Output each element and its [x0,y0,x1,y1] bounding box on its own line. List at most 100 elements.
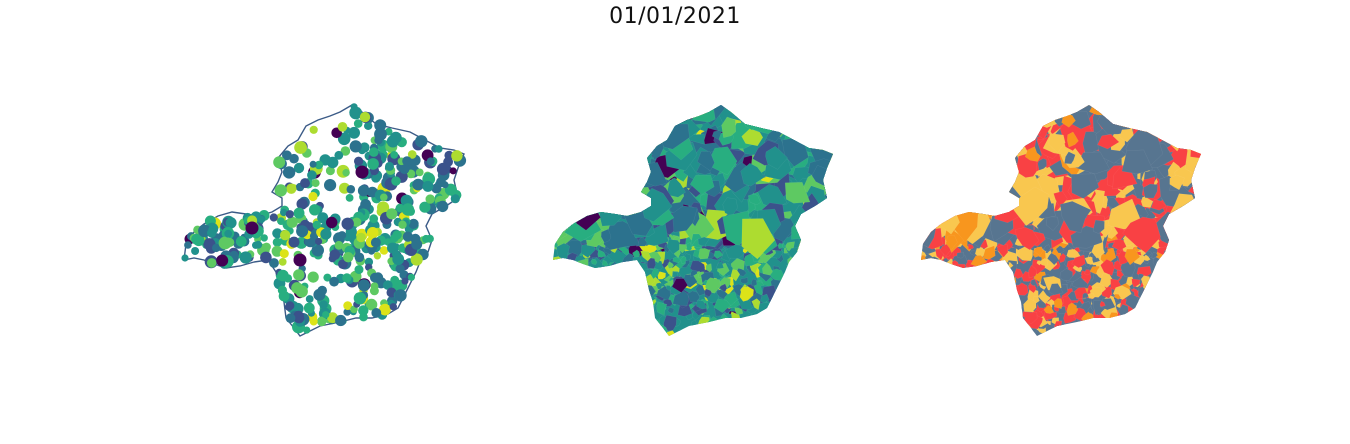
municipality-region [585,116,614,142]
municipality-region [969,105,1012,137]
municipality-region [959,183,971,192]
municipality-region [553,118,578,146]
municipality-region [945,192,964,216]
municipality-region [571,191,590,210]
municipality-region [939,297,953,314]
municipality-region [1150,199,1167,211]
municipality-region [921,179,939,196]
municipality-region [926,105,965,125]
municipality-region [598,148,620,168]
municipality-region [567,143,596,182]
municipality-point [269,258,279,268]
municipality-region [1131,278,1141,288]
municipality-point [419,201,431,213]
municipality-region [672,205,698,233]
municipality-region [600,301,610,312]
municipality-region [808,269,817,278]
municipality-region [1113,293,1122,300]
municipality-region [989,274,996,281]
municipality-region [690,269,698,278]
categorical-regions [921,105,1201,336]
municipality-region [971,137,1003,165]
municipality-region [954,105,975,121]
municipality-region [782,305,791,315]
municipality-region [625,105,660,126]
municipality-region [729,318,740,328]
municipality-region [553,112,570,143]
municipality-region [921,201,941,232]
municipality-region [636,105,649,115]
municipality-region [1195,105,1201,115]
municipality-region [639,283,649,293]
municipality-region [1007,327,1021,336]
municipality-region [962,293,969,301]
municipality-region [1162,105,1185,117]
municipality-region [638,332,650,336]
municipality-point [307,271,319,283]
municipality-region [593,197,618,214]
municipality-region [597,249,606,258]
municipality-region [956,314,963,320]
municipality-region [996,264,1011,280]
municipality-region [638,121,665,144]
municipality-region [974,281,986,293]
municipality-region [579,319,593,334]
municipality-region [1166,110,1196,141]
municipality-region [931,174,945,191]
municipality-region [962,119,983,144]
municipality-region [558,294,568,303]
municipality-region [784,269,795,279]
municipality-region [986,164,1008,186]
municipality-region [925,105,952,133]
municipality-region [762,262,773,276]
municipality-point [353,119,363,128]
municipality-region [784,110,816,139]
municipality-region [592,326,598,333]
municipality-region [780,105,812,120]
municipality-region [1003,312,1014,323]
municipality-region [961,278,972,288]
municipality-region [1119,128,1134,143]
municipality-region [712,330,724,336]
municipality-point [314,160,324,170]
municipality-region [921,144,949,173]
municipality-region [965,152,980,169]
municipality-point [394,289,407,302]
municipality-region [621,305,637,322]
municipality-region [1133,310,1141,319]
municipality-region [627,105,655,135]
municipality-region [553,189,575,217]
municipality-point [278,290,290,302]
municipality-region [950,287,969,305]
municipality-point [294,141,307,154]
municipality-point [345,194,354,202]
municipality-region [812,300,820,308]
municipality-point [280,208,288,217]
municipality-region [735,319,750,331]
municipality-region [792,300,803,311]
municipality-point [278,258,287,266]
municipality-region [606,169,633,195]
municipality-region [1002,286,1015,299]
municipality-region [799,305,811,321]
municipality-region [1180,201,1201,232]
municipality-region [956,322,965,331]
municipality-region [806,240,824,253]
municipality-region [976,111,993,131]
municipality-region [746,325,764,336]
municipality-point [371,308,382,318]
municipality-point [357,185,370,197]
municipality-region [1104,105,1142,123]
municipality-region [1066,131,1079,148]
municipality-region [944,324,960,336]
municipality-region [974,313,991,329]
municipality-region [777,314,794,327]
municipality-point [260,234,268,242]
municipality-region [716,326,726,336]
municipality-region [600,152,621,175]
municipality-region [796,329,808,336]
municipality-region [553,106,581,135]
municipality-region [974,113,999,134]
municipality-region [1151,251,1159,259]
municipality-region [921,259,934,273]
